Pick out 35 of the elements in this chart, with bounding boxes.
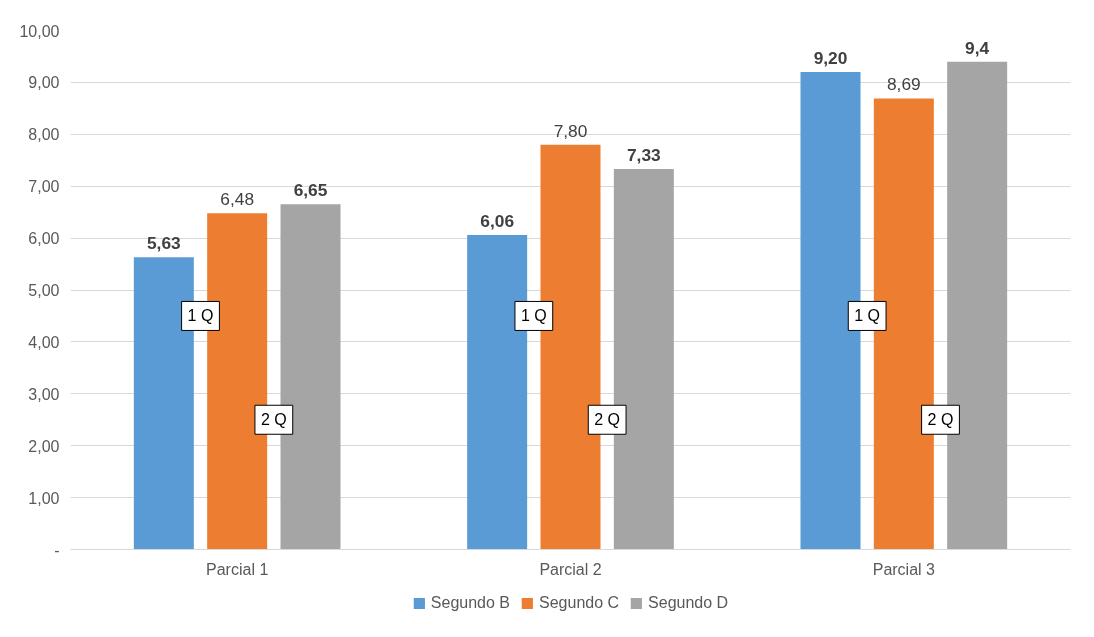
y-tick-label: 9,00 — [28, 74, 60, 92]
data-label: 8,69 — [886, 74, 921, 95]
x-tick-label: Parcial 1 — [206, 560, 269, 578]
data-label: 6,06 — [480, 210, 515, 231]
y-tick-label: - — [54, 541, 60, 559]
data-label: 5,63 — [146, 233, 182, 254]
y-tick-label: 6,00 — [28, 230, 60, 248]
data-label: 7,80 — [553, 120, 588, 141]
y-tick-label: 5,00 — [28, 282, 60, 299]
bar — [800, 72, 861, 550]
data-label: 6,48 — [220, 189, 255, 210]
y-tick-label: 7,00 — [28, 178, 60, 196]
annotation: 2 Q — [927, 411, 954, 429]
data-label: 6,65 — [293, 180, 328, 201]
y-tick-label: 10,00 — [19, 22, 60, 40]
data-label: 9,20 — [813, 48, 848, 69]
bar — [133, 257, 194, 550]
y-tick-label: 3,00 — [28, 385, 60, 403]
y-tick-label: 1,00 — [28, 489, 60, 507]
annotation: 1 Q — [520, 307, 547, 325]
annotation: 1 Q — [187, 307, 214, 325]
legend-label: Segundo B — [430, 593, 511, 612]
y-tick-label: 4,00 — [28, 333, 60, 351]
annotation: 2 Q — [260, 411, 287, 429]
y-tick-label: 8,00 — [28, 126, 60, 144]
data-label: 7,33 — [626, 145, 662, 166]
x-tick-label: Parcial 3 — [872, 560, 936, 578]
y-tick-label: 2,00 — [28, 437, 60, 455]
annotation: 1 Q — [854, 307, 881, 325]
legend-label: Segundo D — [648, 593, 729, 612]
annotation: 2 Q — [594, 411, 621, 429]
x-tick-label: Parcial 2 — [539, 560, 602, 578]
legend-label: Segundo C — [539, 593, 620, 612]
data-label: 9,4 — [965, 37, 990, 58]
bar — [467, 234, 528, 550]
